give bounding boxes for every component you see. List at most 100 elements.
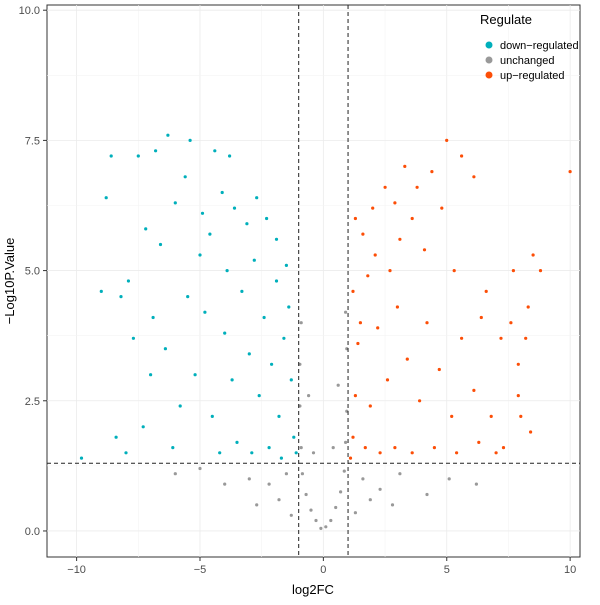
point-down-regulated bbox=[136, 154, 140, 158]
point-up-regulated bbox=[477, 440, 481, 444]
point-unchanged bbox=[331, 446, 335, 450]
point-unchanged bbox=[198, 466, 202, 471]
x-tick-label: 0 bbox=[320, 564, 326, 576]
point-down-regulated bbox=[119, 295, 123, 299]
point-up-regulated bbox=[511, 269, 515, 273]
point-unchanged bbox=[353, 511, 357, 515]
point-up-regulated bbox=[371, 206, 375, 210]
point-up-regulated bbox=[509, 321, 513, 325]
point-up-regulated bbox=[366, 274, 370, 278]
point-down-regulated bbox=[213, 149, 217, 153]
point-down-regulated bbox=[277, 414, 281, 418]
point-up-regulated bbox=[415, 185, 419, 189]
point-unchanged bbox=[173, 472, 177, 476]
point-up-regulated bbox=[437, 367, 441, 372]
point-up-regulated bbox=[484, 289, 488, 293]
point-up-regulated bbox=[353, 216, 357, 221]
point-up-regulated bbox=[383, 185, 387, 189]
point-down-regulated bbox=[109, 154, 113, 158]
y-axis-label: −Log10P.Value bbox=[2, 238, 17, 325]
x-tick-label: −10 bbox=[67, 564, 86, 576]
point-down-regulated bbox=[262, 315, 266, 320]
point-down-regulated bbox=[131, 336, 135, 340]
point-unchanged bbox=[307, 394, 311, 398]
threshold-lines bbox=[47, 5, 580, 557]
point-up-regulated bbox=[385, 378, 390, 382]
point-up-regulated bbox=[398, 237, 402, 241]
point-unchanged bbox=[309, 508, 313, 512]
legend: Regulate down−regulated unchanged up−regul… bbox=[480, 12, 579, 82]
y-tick-label: 5.0 bbox=[25, 266, 40, 278]
point-down-regulated bbox=[166, 133, 170, 137]
point-up-regulated bbox=[489, 414, 493, 418]
legend-label: unchanged bbox=[500, 55, 554, 67]
point-down-regulated bbox=[284, 263, 288, 267]
point-up-regulated bbox=[460, 336, 464, 340]
point-down-regulated bbox=[274, 279, 279, 283]
point-up-regulated bbox=[361, 232, 365, 236]
point-unchanged bbox=[324, 525, 328, 529]
point-unchanged bbox=[255, 503, 259, 507]
point-down-regulated bbox=[223, 331, 227, 335]
point-up-regulated bbox=[479, 315, 483, 320]
point-unchanged bbox=[368, 498, 372, 502]
point-down-regulated bbox=[225, 269, 229, 273]
point-down-regulated bbox=[257, 394, 261, 398]
point-down-regulated bbox=[267, 446, 271, 450]
point-down-regulated bbox=[235, 440, 239, 444]
point-up-regulated bbox=[388, 269, 392, 273]
point-unchanged bbox=[223, 482, 227, 486]
point-up-regulated bbox=[526, 305, 530, 309]
y-tick-label: 2.5 bbox=[25, 396, 40, 408]
legend-title: Regulate bbox=[480, 12, 532, 27]
point-down-regulated bbox=[232, 206, 237, 210]
point-up-regulated bbox=[450, 414, 454, 418]
point-up-regulated bbox=[393, 446, 397, 450]
x-tick-label: 10 bbox=[564, 564, 576, 576]
point-down-regulated bbox=[228, 154, 232, 158]
point-up-regulated bbox=[538, 269, 543, 273]
point-unchanged bbox=[334, 505, 338, 510]
point-unchanged bbox=[314, 518, 318, 523]
point-up-regulated bbox=[501, 446, 506, 450]
point-up-regulated bbox=[432, 446, 436, 450]
point-unchanged bbox=[329, 518, 333, 523]
axes: −10 −5 0 5 10 0.0 2.5 5.0 7.5 10.0 bbox=[19, 5, 577, 576]
point-down-regulated bbox=[274, 237, 279, 241]
point-up-regulated bbox=[472, 388, 476, 392]
point-down-regulated bbox=[292, 435, 296, 439]
point-down-regulated bbox=[247, 352, 251, 356]
point-down-regulated bbox=[158, 242, 163, 247]
data-points bbox=[79, 133, 572, 531]
point-down-regulated bbox=[208, 232, 212, 236]
point-up-regulated bbox=[516, 362, 520, 366]
point-down-regulated bbox=[154, 149, 158, 153]
point-down-regulated bbox=[124, 451, 128, 455]
point-down-regulated bbox=[200, 211, 205, 215]
point-unchanged bbox=[390, 503, 395, 507]
point-up-regulated bbox=[363, 446, 367, 450]
point-up-regulated bbox=[348, 456, 353, 460]
point-unchanged bbox=[336, 383, 340, 387]
legend-swatch bbox=[485, 41, 493, 49]
point-down-regulated bbox=[173, 201, 177, 205]
plot-panel bbox=[46, 4, 581, 558]
point-down-regulated bbox=[141, 425, 145, 429]
point-down-regulated bbox=[114, 435, 118, 439]
grid-lines bbox=[47, 5, 580, 557]
y-tick-label: 0.0 bbox=[25, 526, 40, 538]
point-down-regulated bbox=[188, 138, 192, 142]
point-up-regulated bbox=[393, 201, 397, 205]
y-tick-label: 7.5 bbox=[25, 135, 40, 147]
point-unchanged bbox=[247, 477, 251, 481]
point-up-regulated bbox=[455, 451, 459, 455]
point-up-regulated bbox=[368, 404, 372, 408]
point-unchanged bbox=[344, 440, 348, 444]
point-unchanged bbox=[344, 310, 348, 314]
point-down-regulated bbox=[183, 175, 187, 179]
point-unchanged bbox=[299, 321, 303, 325]
legend-swatch bbox=[485, 71, 493, 79]
legend-items: down−regulated unchanged up−regulated bbox=[485, 40, 579, 82]
point-up-regulated bbox=[395, 305, 399, 309]
